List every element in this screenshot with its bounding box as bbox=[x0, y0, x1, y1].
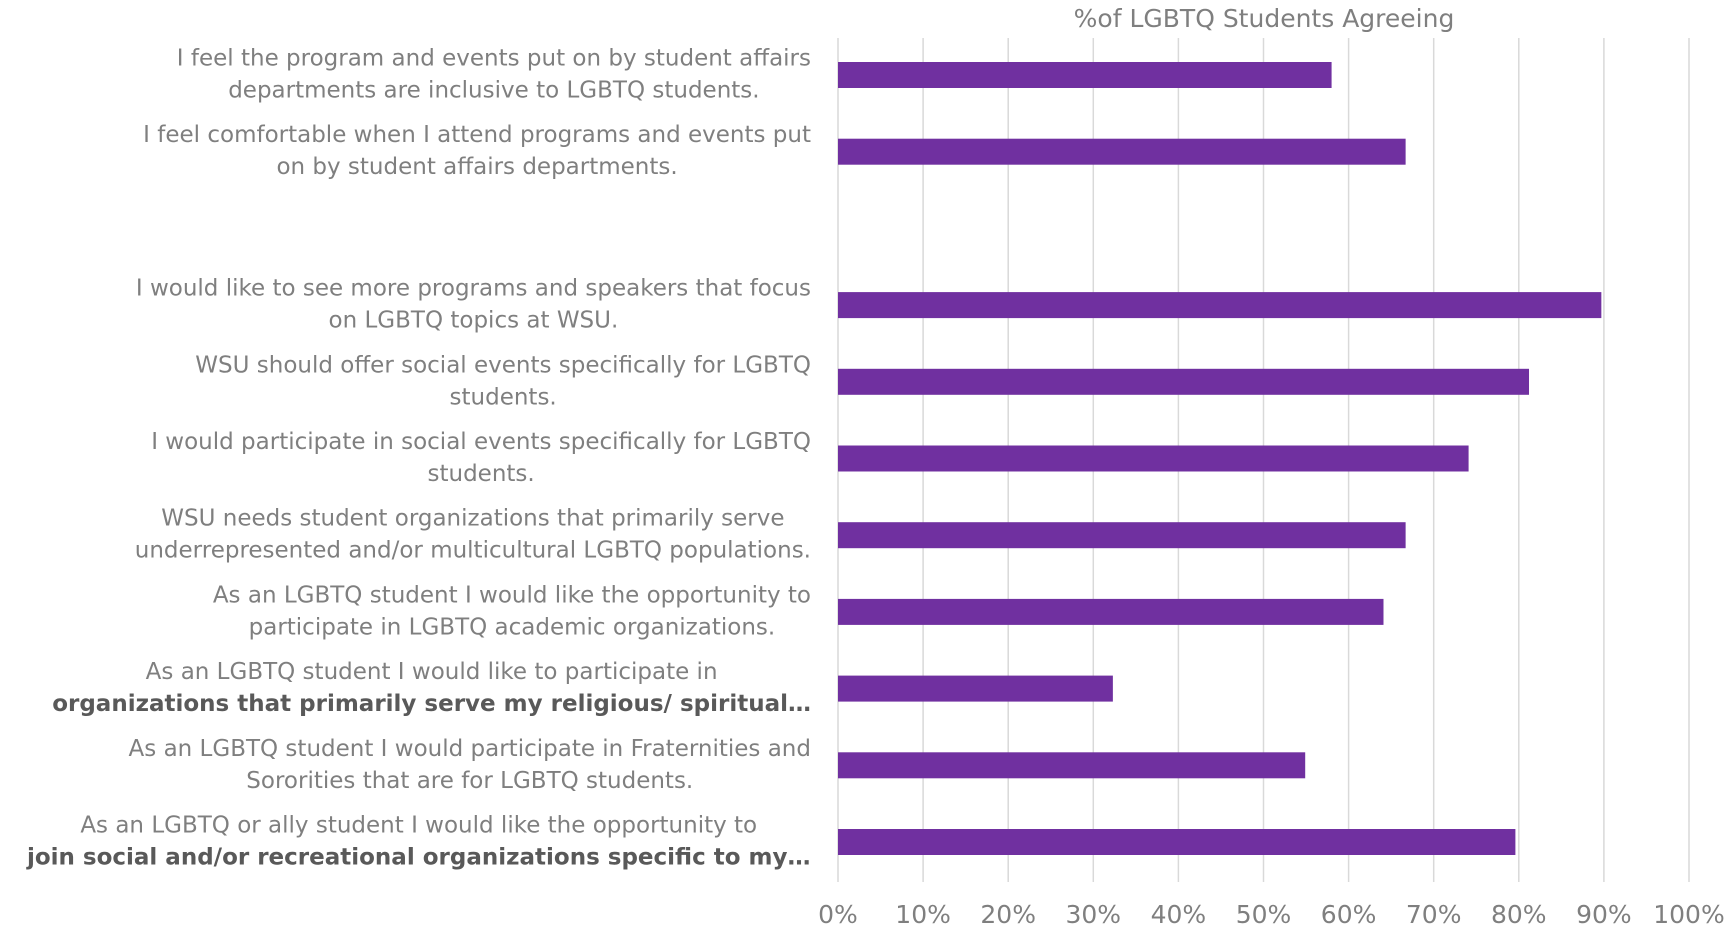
x-tick-label: 100% bbox=[1653, 900, 1724, 929]
bar bbox=[838, 62, 1332, 88]
category-label: underrepresented and/or multicultural LG… bbox=[135, 538, 811, 564]
x-tick-label: 10% bbox=[895, 900, 951, 929]
category-label: on by student affairs departments. bbox=[276, 154, 677, 180]
category-label: students. bbox=[450, 384, 557, 410]
bar bbox=[838, 675, 1113, 702]
category-label: I feel the program and events put on by … bbox=[177, 46, 811, 72]
category-label: I would like to see more programs and sp… bbox=[136, 276, 811, 302]
category-label: I would participate in social events spe… bbox=[151, 429, 811, 455]
x-tick-label: 70% bbox=[1406, 900, 1462, 929]
category-label: on LGBTQ topics at WSU. bbox=[329, 308, 619, 334]
x-tick-label: 0% bbox=[818, 900, 858, 929]
x-tick-label: 30% bbox=[1066, 900, 1122, 929]
x-tick-label: 50% bbox=[1236, 900, 1292, 929]
bar bbox=[838, 522, 1406, 549]
bar bbox=[838, 752, 1306, 779]
category-label: Sororities that are for LGBTQ students. bbox=[246, 768, 693, 794]
category-label: participate in LGBTQ academic organizati… bbox=[249, 614, 776, 640]
bar bbox=[838, 598, 1384, 625]
bar bbox=[838, 445, 1469, 472]
category-label: As an LGBTQ student I would like to part… bbox=[146, 659, 718, 685]
category-label: students. bbox=[427, 461, 534, 487]
category-label: WSU should offer social events specifica… bbox=[195, 352, 811, 378]
category-label: As an LGBTQ student I would like the opp… bbox=[213, 582, 811, 608]
bar bbox=[838, 829, 1516, 855]
category-label: organizations that primarily serve my re… bbox=[52, 691, 811, 717]
category-label: I feel comfortable when I attend program… bbox=[143, 122, 811, 148]
category-label: As an LGBTQ or ally student I would like… bbox=[80, 813, 757, 839]
category-label: departments are inclusive to LGBTQ stude… bbox=[228, 78, 759, 104]
bar bbox=[838, 138, 1406, 165]
bar bbox=[838, 368, 1530, 395]
x-tick-label: 80% bbox=[1491, 900, 1547, 929]
x-tick-label: 20% bbox=[980, 900, 1036, 929]
x-tick-label: 40% bbox=[1151, 900, 1207, 929]
category-label: join social and/or recreational organiza… bbox=[26, 845, 811, 871]
x-tick-label: 90% bbox=[1576, 900, 1632, 929]
x-tick-label: 60% bbox=[1321, 900, 1377, 929]
category-label: As an LGBTQ student I would participate … bbox=[129, 736, 811, 762]
category-label: WSU needs student organizations that pri… bbox=[161, 506, 784, 532]
bar bbox=[838, 292, 1602, 319]
axis-title: %of LGBTQ Students Agreeing bbox=[1074, 4, 1455, 33]
